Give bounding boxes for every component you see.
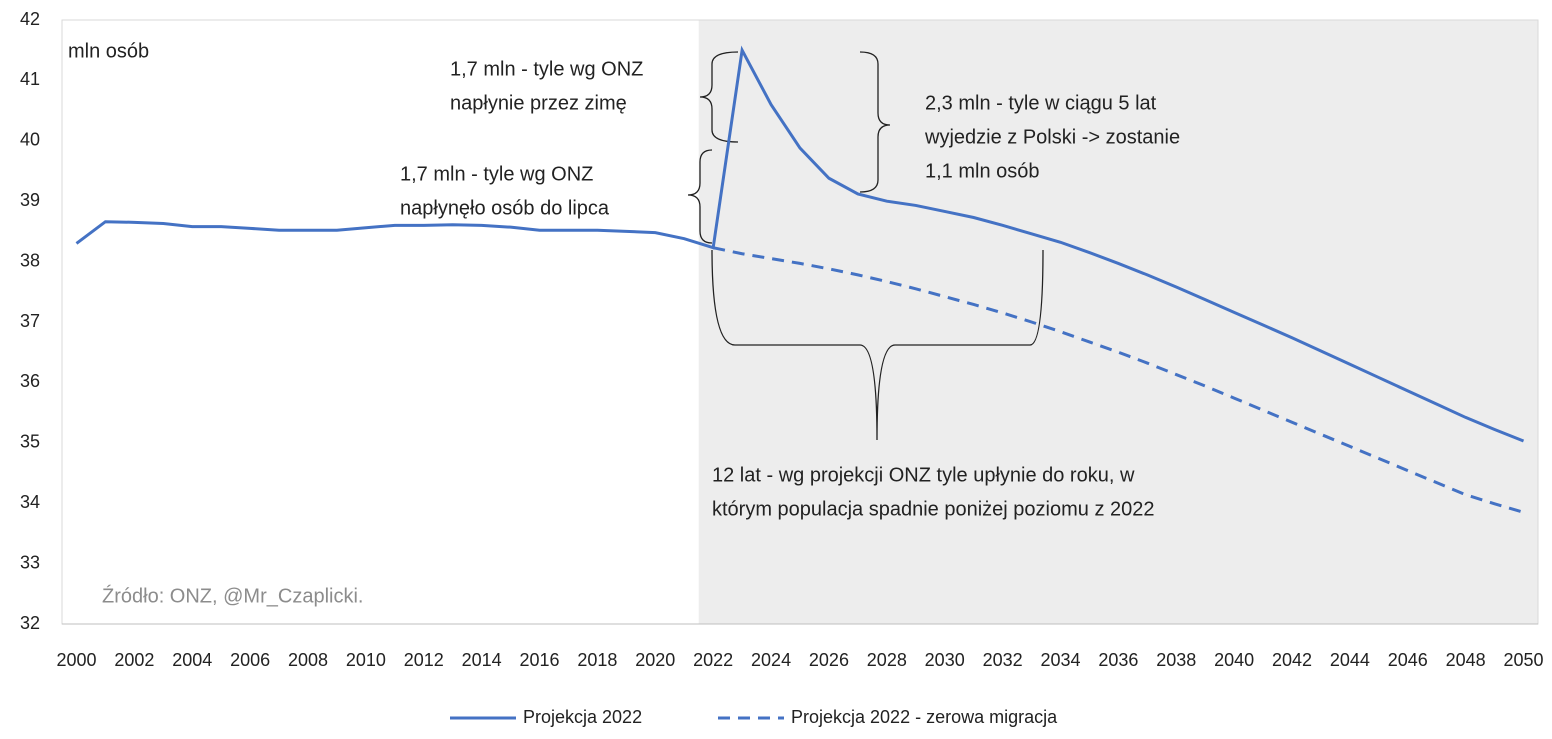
unit-label: mln osób (68, 40, 149, 62)
x-tick-label: 2046 (1388, 650, 1428, 670)
y-tick-label: 42 (20, 9, 40, 29)
brace (699, 51, 739, 143)
x-tick-label: 2016 (520, 650, 560, 670)
x-tick-label: 2042 (1272, 650, 1312, 670)
x-tick-label: 2018 (577, 650, 617, 670)
source: Źródło: ONZ, @Mr_Czaplicki. (102, 584, 363, 607)
y-tick-label: 32 (20, 613, 40, 633)
x-tick-label: 2040 (1214, 650, 1254, 670)
y-tick-label: 35 (20, 432, 40, 452)
y-tick-label: 34 (20, 492, 40, 512)
x-tick-label: 2030 (925, 650, 965, 670)
x-tick-label: 2036 (1098, 650, 1138, 670)
y-tick-label: 33 (20, 552, 40, 572)
y-tick-label: 36 (20, 371, 40, 391)
annotation: 1,7 mln - tyle wg ONZ (450, 58, 643, 80)
x-tick-label: 2014 (462, 650, 502, 670)
projection-shade (698, 20, 1538, 624)
series-line (75, 45, 1525, 443)
annotation: którym populacja spadnie poniżej poziomu… (712, 498, 1155, 520)
annotation: 12 lat - wg projekcji ONZ tyle upłynie d… (712, 464, 1135, 486)
brace (711, 249, 1044, 441)
x-tick-label: 2008 (288, 650, 328, 670)
braces (687, 51, 1044, 441)
annotation: napłynęło osób do lipca (400, 197, 610, 219)
x-tick-label: 2006 (230, 650, 270, 670)
x-tick-label: 2000 (56, 650, 96, 670)
x-tick-label: 2048 (1446, 650, 1486, 670)
y-tick-label: 41 (20, 69, 40, 89)
x-tick-label: 2002 (114, 650, 154, 670)
x-tick-label: 2010 (346, 650, 386, 670)
x-tick-label: 2034 (1040, 650, 1080, 670)
annotation: napłynie przez zimę (450, 92, 627, 114)
x-tick-label: 2012 (404, 650, 444, 670)
annotation: 1,1 mln osób (925, 160, 1040, 182)
x-tick-label: 2038 (1156, 650, 1196, 670)
y-tick-label: 37 (20, 311, 40, 331)
annotation: wyjedzie z Polski -> zostanie (924, 126, 1180, 148)
annotation: 2,3 mln - tyle w ciągu 5 lat (925, 92, 1157, 114)
x-tick-label: 2028 (867, 650, 907, 670)
x-tick-label: 2024 (751, 650, 791, 670)
legend-label: Projekcja 2022 (523, 707, 642, 727)
y-tick-label: 39 (20, 190, 40, 210)
x-tick-label: 2004 (172, 650, 212, 670)
y-tick-label: 40 (20, 130, 40, 150)
brace (859, 51, 891, 193)
x-tick-label: 2020 (635, 650, 675, 670)
x-tick-label: 2026 (809, 650, 849, 670)
x-tick-label: 2032 (983, 650, 1023, 670)
legend-label: Projekcja 2022 - zerowa migracja (791, 707, 1058, 727)
x-tick-label: 2044 (1330, 650, 1370, 670)
brace (687, 149, 713, 244)
x-tick-label: 2050 (1504, 650, 1544, 670)
x-tick-label: 2022 (693, 650, 733, 670)
y-tick-label: 38 (20, 250, 40, 270)
series-line (712, 246, 1524, 514)
annotation: 1,7 mln - tyle wg ONZ (400, 163, 593, 185)
